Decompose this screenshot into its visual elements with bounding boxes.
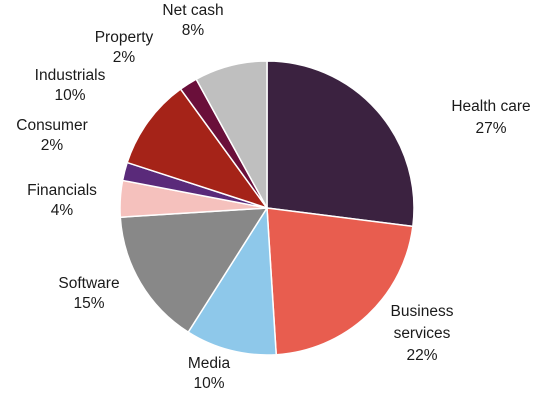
slice-label-health-care: Health care 27% [451, 98, 530, 137]
slice-name: Net cash [162, 2, 223, 19]
pie-slice-software [119, 207, 268, 333]
slice-label-consumer: Consumer 2% [16, 117, 88, 154]
slice-name: Financials [27, 182, 97, 199]
slice-label-software: Software 15% [58, 275, 119, 312]
slice-label-property: Property 2% [95, 29, 154, 66]
slice-percent: 10% [193, 375, 224, 392]
slice-name: Consumer [16, 117, 88, 134]
pie-slice-industrials [126, 88, 268, 209]
slice-percent: 27% [475, 120, 506, 137]
pie-slice-business-services [266, 207, 414, 356]
pie-slice-net-cash [195, 60, 268, 209]
slice-percent: 10% [54, 87, 85, 104]
slice-name: Industrials [35, 67, 106, 84]
pie-slice-health-care [266, 60, 415, 228]
slice-percent: 2% [41, 137, 64, 154]
slice-percent: 8% [182, 22, 205, 39]
slice-name: Software [58, 275, 119, 292]
slice-percent: 4% [51, 202, 74, 219]
slice-label-industrials: Industrials 10% [35, 67, 106, 104]
pie-labels: Health care 27% Business services 22% Media 10… [16, 2, 530, 392]
slice-name: Business [391, 303, 454, 320]
slice-name: Property [95, 29, 154, 46]
pie-slices [119, 60, 415, 356]
slice-label-financials: Financials 4% [27, 182, 97, 219]
slice-name: Media [188, 355, 231, 372]
slice-name: services [394, 325, 451, 342]
slice-label-net-cash: Net cash 8% [162, 2, 223, 39]
slice-percent: 2% [113, 49, 136, 66]
slice-label-business-services: Business services 22% [391, 303, 454, 364]
slice-percent: 15% [73, 295, 104, 312]
slice-percent: 22% [406, 347, 437, 364]
slice-label-media: Media 10% [188, 355, 231, 392]
slice-name: Health care [451, 98, 530, 115]
pie-slice-media [187, 207, 277, 356]
